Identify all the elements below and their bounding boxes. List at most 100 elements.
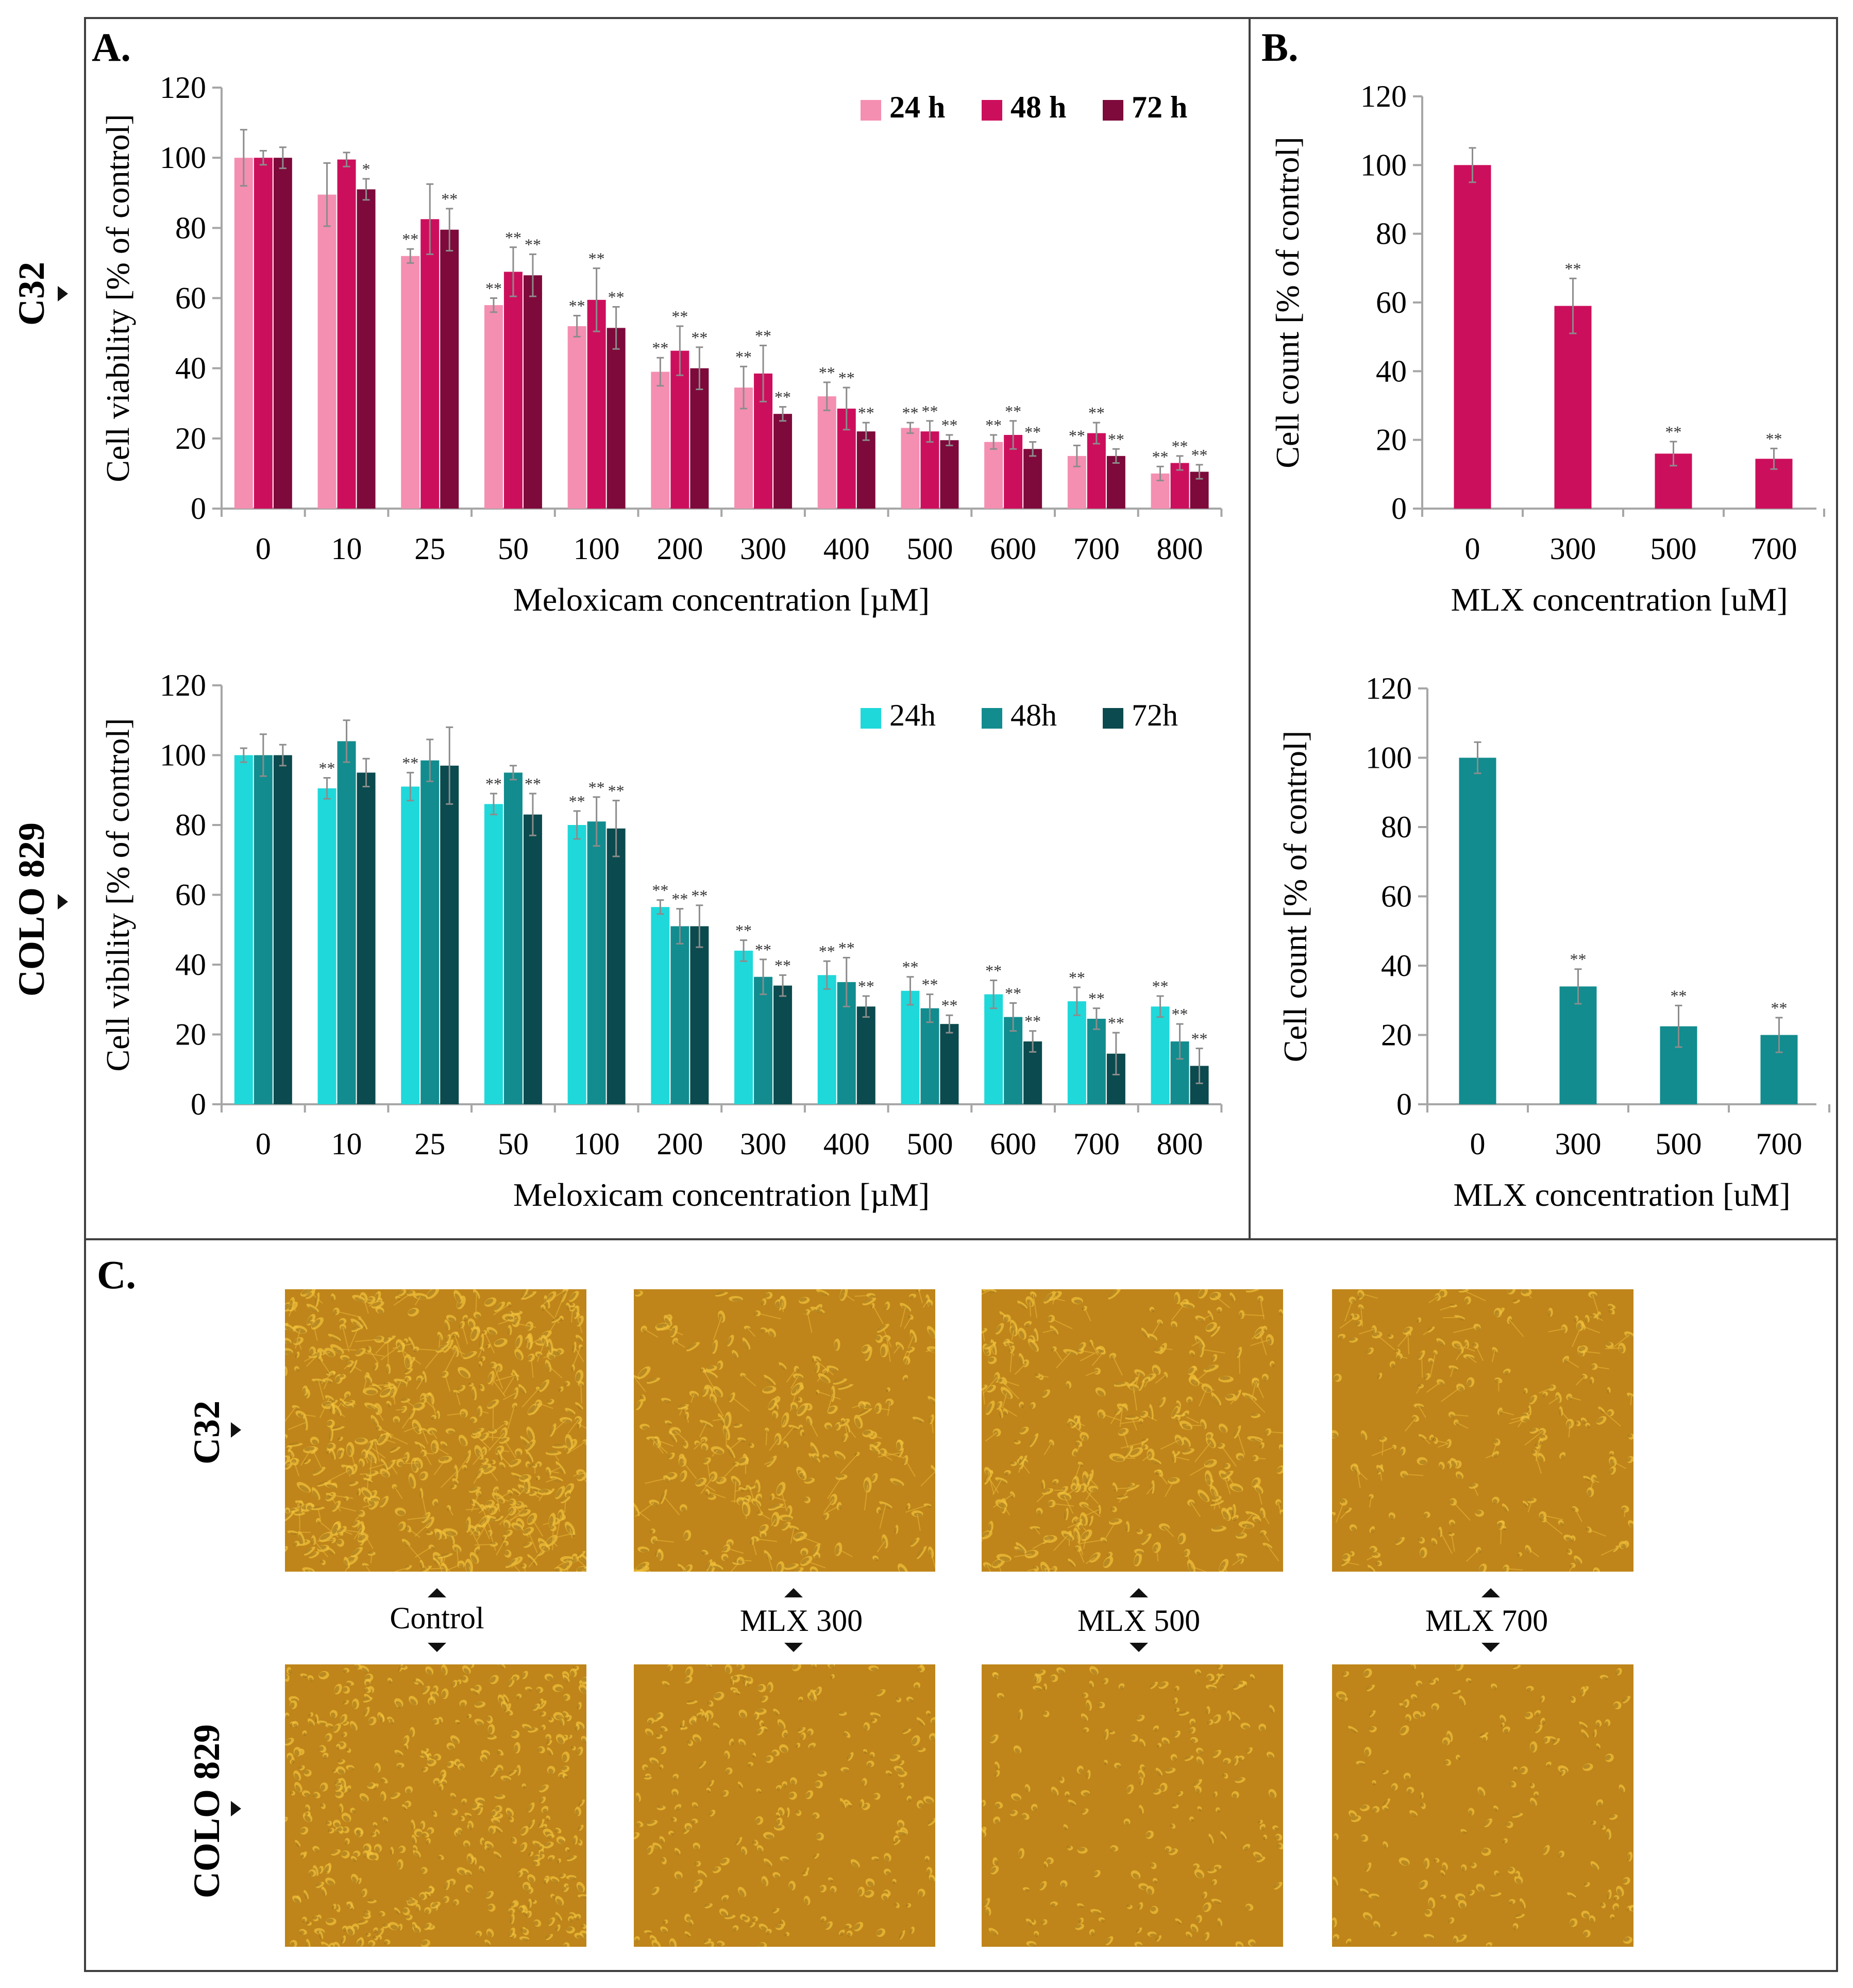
bar (690, 926, 709, 1104)
bar (273, 158, 292, 509)
bar (940, 440, 959, 509)
x-tick-label: 800 (1157, 532, 1203, 566)
significance-label: ** (588, 778, 605, 797)
significance-label: ** (569, 792, 585, 811)
micro-row-label-c32: C32 (186, 1401, 227, 1464)
y-tick-label: 60 (175, 281, 206, 315)
bar (317, 788, 336, 1104)
significance-label: ** (755, 940, 771, 959)
x-tick-label: 100 (574, 1127, 620, 1161)
bar (317, 194, 336, 509)
bar (503, 772, 523, 1104)
y-tick-label: 100 (1366, 741, 1412, 775)
bar (1106, 456, 1125, 509)
significance-label: ** (652, 339, 668, 357)
down-arrow-icon (784, 1643, 803, 1652)
row-label-colo: COLO 829 (11, 822, 52, 997)
bar (587, 821, 606, 1104)
x-tick-label: 0 (1465, 532, 1480, 566)
x-tick-label: 200 (656, 1127, 703, 1161)
x-tick-label: 500 (1650, 532, 1697, 566)
significance-label: ** (569, 297, 585, 315)
significance-label: ** (858, 977, 874, 996)
micro-caption-mlx300: MLX 300 (740, 1604, 863, 1638)
y-tick-label: 120 (160, 71, 206, 105)
bar (940, 1024, 959, 1104)
significance-label: ** (735, 921, 752, 940)
x-tick-label: 800 (1157, 1127, 1203, 1161)
significance-label: ** (941, 996, 957, 1015)
y-tick-label: 20 (1376, 423, 1407, 457)
significance-label: ** (485, 774, 502, 793)
y-tick-label: 100 (160, 738, 206, 772)
micrograph-c32-mlx500 (982, 1289, 1283, 1572)
significance-label: ** (1191, 446, 1208, 464)
bar (607, 328, 626, 509)
significance-label: ** (441, 190, 458, 208)
significance-label: ** (921, 975, 938, 994)
significance-label: ** (1665, 423, 1682, 441)
bar (773, 985, 793, 1104)
y-tick-label: 20 (175, 1018, 206, 1052)
micro-caption-mlx700: MLX 700 (1425, 1604, 1548, 1638)
significance-label: ** (671, 307, 688, 326)
row-label-c32: C32 (11, 262, 52, 326)
x-tick-label: 300 (1555, 1127, 1602, 1161)
bar (856, 1006, 875, 1104)
significance-label: ** (1005, 984, 1021, 1003)
down-arrow-icon (1481, 1643, 1500, 1652)
legend-swatch (1103, 100, 1123, 121)
bar (273, 755, 292, 1104)
micrograph-colo829-mlx300 (634, 1664, 935, 1947)
x-tick-label: 10 (331, 1127, 362, 1161)
x-tick-label: 25 (414, 532, 445, 566)
bar (587, 299, 606, 509)
significance-label: ** (1191, 1030, 1208, 1048)
micro-row-arrow-colo-icon (231, 1801, 241, 1816)
significance-label: ** (838, 938, 855, 957)
x-tick-label: 700 (1073, 532, 1120, 566)
significance-label: ** (1172, 1005, 1188, 1023)
chart-b-c32: 0 20 40 60 80 100 120 0 300 500 700 ** ** ** MLX conce… (1269, 79, 1825, 618)
bar (337, 741, 356, 1104)
chart-a-colo829: 0 20 40 60 80 100 120 0 10 25 50 100 200 300 400 500 600… (99, 668, 1223, 1213)
bar (607, 828, 626, 1104)
y-axis-title: Cell count [% of control] (1269, 137, 1306, 468)
row-arrow-colo-icon (58, 894, 68, 909)
micro-row-label-colo: COLO 829 (186, 1724, 227, 1898)
down-arrow-icon (1130, 1643, 1148, 1652)
significance-label: ** (691, 886, 707, 905)
y-tick-label: 0 (191, 1087, 206, 1121)
significance-label: ** (1771, 999, 1788, 1017)
significance-label: ** (1172, 437, 1188, 456)
significance-label: ** (1024, 423, 1041, 442)
significance-label: ** (1671, 986, 1687, 1005)
bar (337, 159, 356, 509)
micrograph-colo829-control (285, 1664, 586, 1947)
bar (440, 765, 459, 1104)
significance-label: ** (525, 774, 541, 793)
bar (357, 189, 376, 509)
y-tick-label: 100 (1360, 148, 1407, 182)
legend-swatch (861, 100, 881, 121)
bar (1087, 433, 1106, 509)
micrograph-c32-mlx700 (1332, 1289, 1633, 1572)
bar (651, 907, 670, 1104)
y-tick-label: 40 (1381, 949, 1412, 983)
y-tick-label: 120 (160, 668, 206, 702)
significance-label: ** (941, 416, 957, 434)
significance-label: ** (1005, 402, 1021, 420)
bar (1559, 986, 1597, 1104)
legend-label: 24h (889, 698, 936, 732)
up-arrow-icon (1130, 1588, 1148, 1597)
significance-label: * (362, 160, 370, 178)
x-tick-label: 50 (498, 1127, 529, 1161)
significance-label: ** (505, 228, 521, 247)
y-tick-label: 40 (1376, 354, 1407, 388)
y-tick-label: 100 (160, 141, 206, 175)
bar (773, 414, 793, 509)
bar (234, 158, 253, 509)
up-arrow-icon (784, 1588, 803, 1597)
y-tick-label: 20 (175, 422, 206, 456)
bar (440, 229, 459, 509)
